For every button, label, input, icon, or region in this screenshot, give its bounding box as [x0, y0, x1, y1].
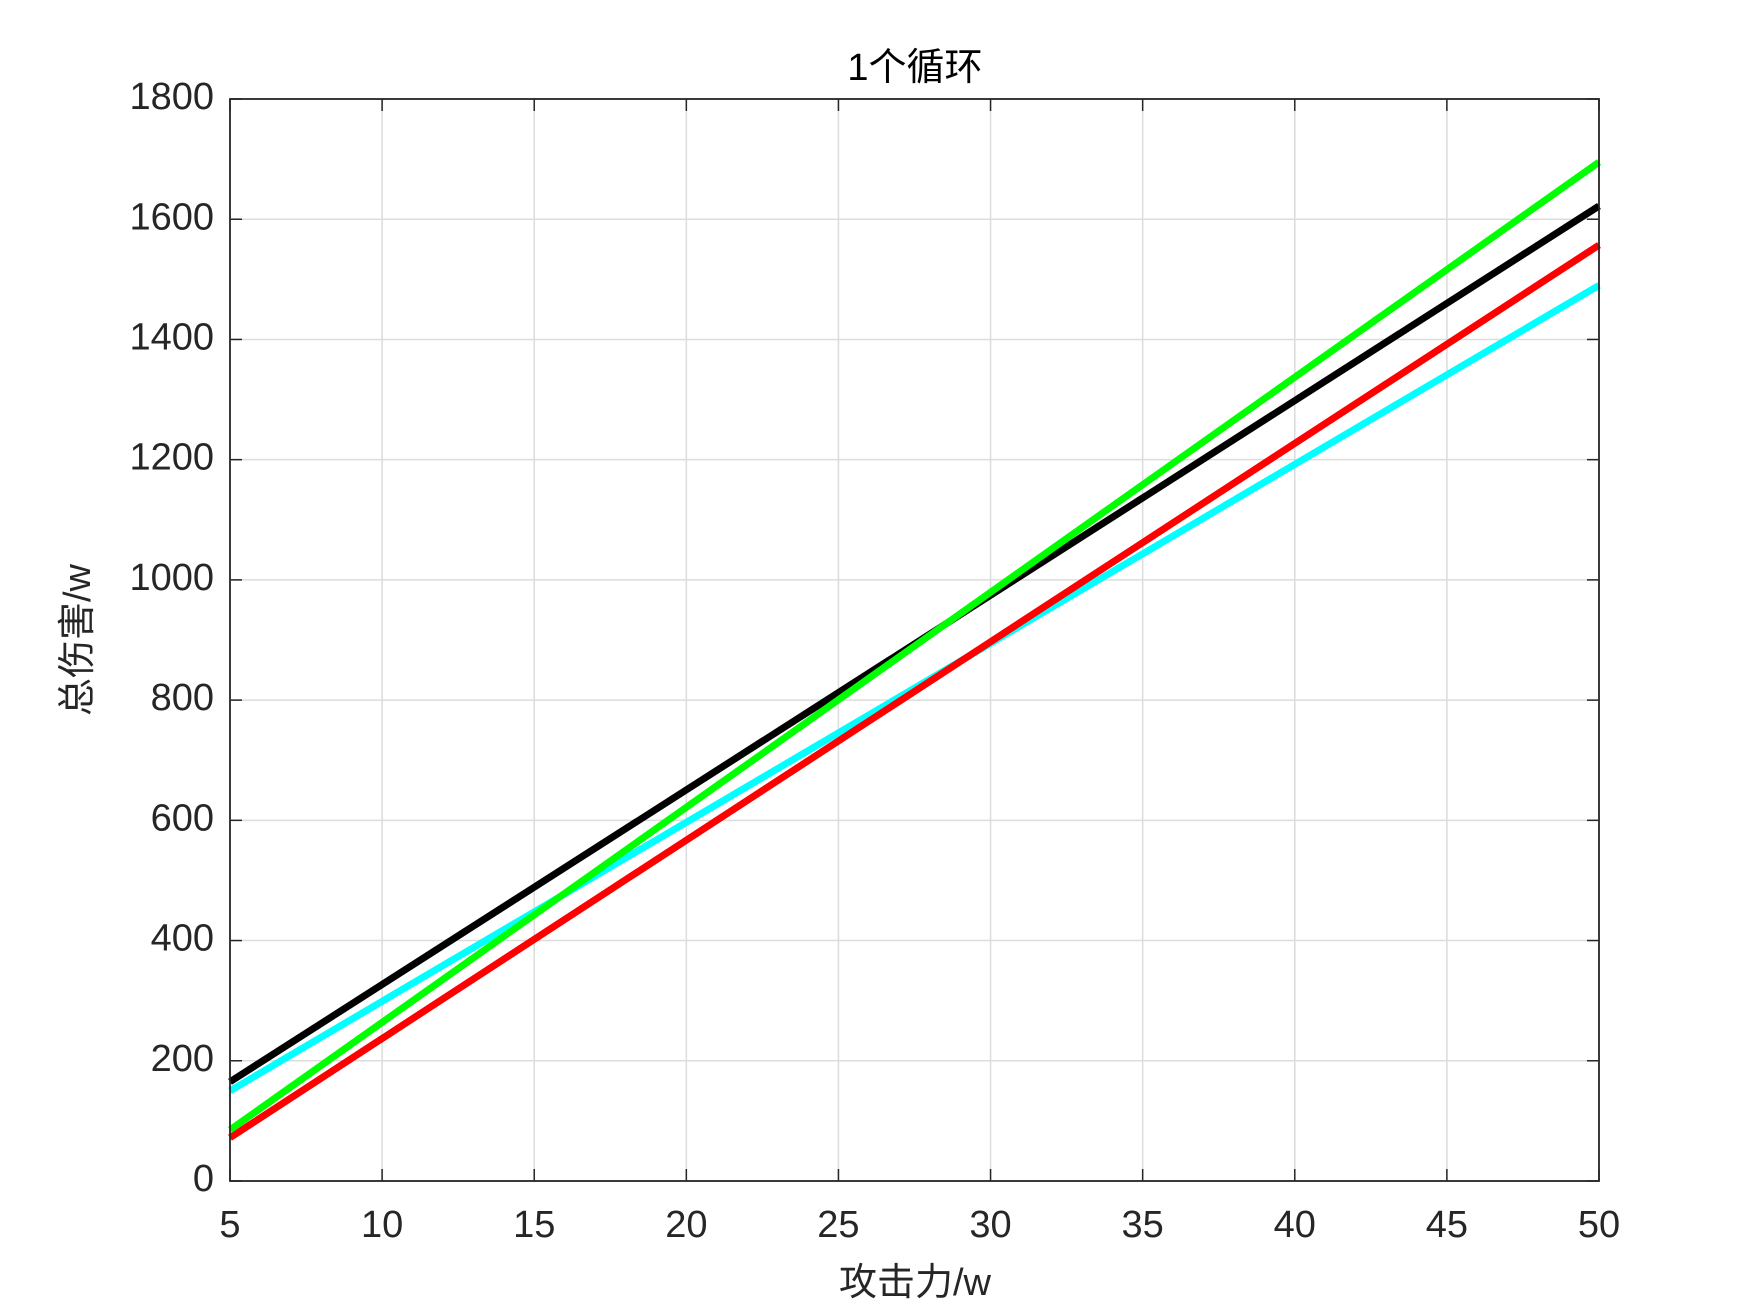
x-tick-label: 30 [969, 1204, 1011, 1246]
y-tick-label: 1400 [129, 316, 214, 358]
x-tick-label: 10 [361, 1204, 403, 1246]
x-tick-label: 25 [817, 1204, 859, 1246]
x-tick-label: 45 [1426, 1204, 1468, 1246]
data-line [228, 242, 1601, 1141]
y-tick-label: 600 [151, 797, 214, 839]
x-axis-label: 攻击力/w [839, 1262, 992, 1304]
y-tick-label: 400 [151, 918, 214, 960]
y-tick-label: 200 [151, 1038, 214, 1080]
x-tick-label: 35 [1122, 1204, 1164, 1246]
y-tick-label: 1800 [129, 76, 214, 118]
y-tick-label: 1000 [129, 557, 214, 599]
x-tick-label: 15 [513, 1204, 555, 1246]
plot-frame [229, 98, 1600, 1182]
chart-title: 1个循环 [847, 47, 982, 89]
y-tick-label: 1600 [129, 196, 214, 238]
y-tick-label: 0 [193, 1158, 214, 1200]
y-axis-label: 总伤害/w [57, 563, 99, 716]
data-line [227, 159, 1602, 1133]
x-tick-label: 5 [219, 1204, 240, 1246]
x-tick-label: 20 [665, 1204, 707, 1246]
x-tick-label: 40 [1274, 1204, 1316, 1246]
x-tick-label: 50 [1578, 1204, 1620, 1246]
y-tick-label: 1200 [129, 437, 214, 479]
y-tick-label: 800 [151, 677, 214, 719]
